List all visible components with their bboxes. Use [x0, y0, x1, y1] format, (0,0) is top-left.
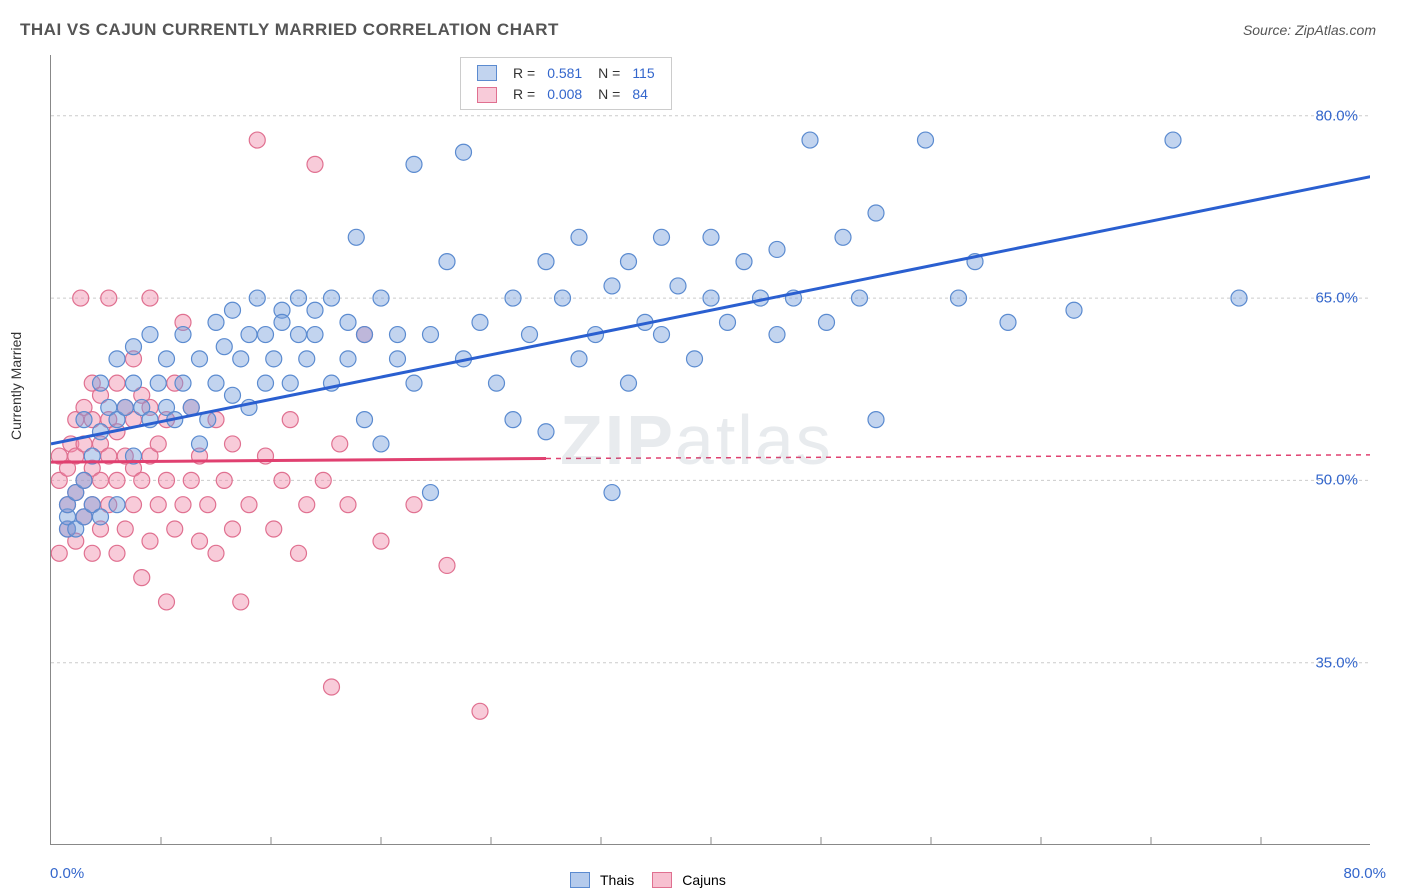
- cajuns-color-icon: [652, 872, 672, 888]
- thais-n-value: 115: [626, 62, 660, 83]
- x-tick-label-right: 80.0%: [1343, 865, 1386, 882]
- legend-item-cajuns: Cajuns: [652, 872, 726, 888]
- y-tick-label: 50.0%: [1315, 472, 1358, 489]
- thais-r-value: 0.581: [541, 62, 588, 83]
- legend-series: Thais Cajuns: [570, 872, 726, 888]
- scatter-plot-svg: [51, 55, 1370, 844]
- thais-label: Thais: [600, 872, 634, 888]
- thais-swatch-icon: [477, 65, 497, 81]
- y-tick-label: 80.0%: [1315, 107, 1358, 124]
- chart-source: Source: ZipAtlas.com: [1243, 22, 1376, 38]
- chart-header: THAI VS CAJUN CURRENTLY MARRIED CORRELAT…: [0, 0, 1406, 50]
- legend-stats: R = 0.581 N = 115 R = 0.008 N = 84: [460, 57, 672, 110]
- cajuns-label: Cajuns: [682, 872, 726, 888]
- y-tick-label: 35.0%: [1315, 654, 1358, 671]
- chart-title: THAI VS CAJUN CURRENTLY MARRIED CORRELAT…: [20, 20, 559, 40]
- cajuns-n-value: 84: [626, 83, 660, 104]
- x-tick-label-left: 0.0%: [50, 865, 84, 882]
- chart-plot-area: 35.0% 50.0% 65.0% 80.0%: [50, 55, 1370, 845]
- legend-row-cajuns: R = 0.008 N = 84: [471, 83, 661, 104]
- y-tick-label: 65.0%: [1315, 290, 1358, 307]
- y-axis-label: Currently Married: [8, 332, 24, 440]
- legend-row-thais: R = 0.581 N = 115: [471, 62, 661, 83]
- thais-color-icon: [570, 872, 590, 888]
- cajuns-swatch-icon: [477, 87, 497, 103]
- legend-item-thais: Thais: [570, 872, 634, 888]
- cajuns-r-value: 0.008: [541, 83, 588, 104]
